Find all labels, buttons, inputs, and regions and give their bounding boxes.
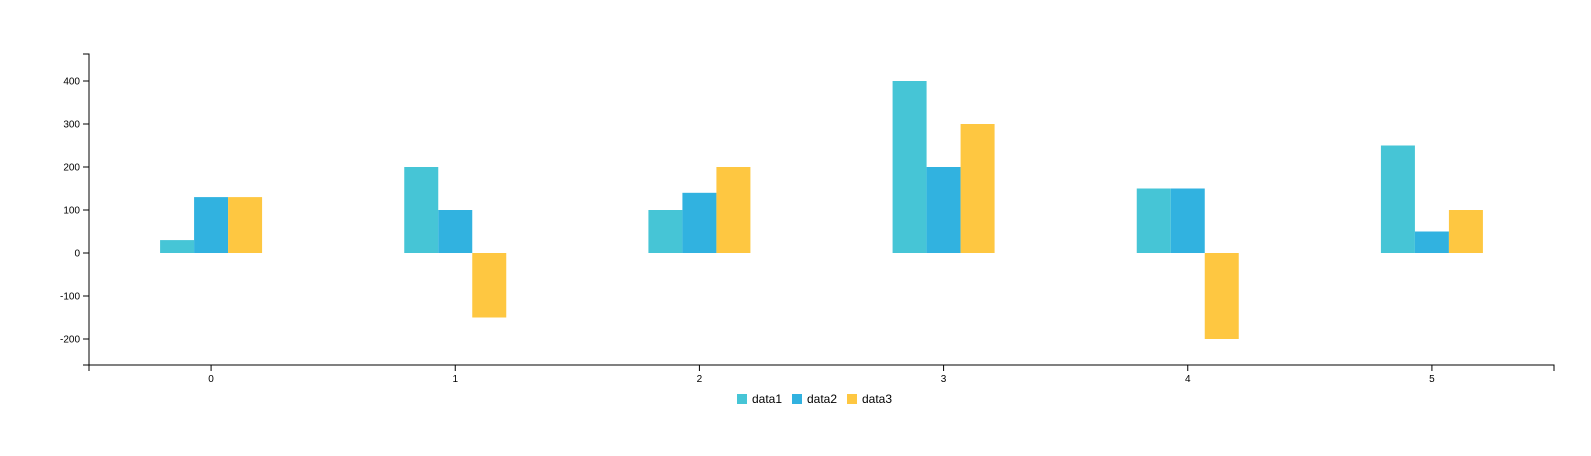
y-tick-label: -200 (60, 335, 80, 346)
y-tick-label: 200 (63, 163, 80, 174)
legend-item-data2[interactable]: data2 (792, 392, 837, 406)
legend-swatch (737, 394, 747, 404)
legend[interactable]: data1 data2 data3 (737, 392, 892, 406)
bar-data1-0 (160, 240, 195, 253)
bar-data3-3 (960, 124, 995, 253)
bar-data3-1 (472, 253, 507, 318)
bar-data3-2 (716, 167, 751, 253)
bar-data1-4 (1136, 188, 1171, 253)
x-tick-label: 0 (208, 374, 214, 385)
y-axis: -200 -100 0 100 200 300 400 (60, 53, 90, 366)
bar-data2-0 (194, 197, 229, 253)
y-tick-label: 100 (63, 206, 80, 217)
bar-data3-4 (1204, 253, 1239, 339)
legend-item-data3[interactable]: data3 (847, 392, 892, 406)
x-tick-label: 2 (697, 374, 703, 385)
legend-label: data1 (752, 392, 782, 406)
y-tick-label: 300 (63, 120, 80, 131)
bar-data3-5 (1448, 210, 1483, 253)
x-tick-label: 3 (941, 374, 947, 385)
legend-label: data3 (862, 392, 892, 406)
x-axis-line (88, 364, 1555, 371)
x-tick-label: 5 (1429, 374, 1435, 385)
bars-group (160, 81, 1483, 339)
bar-data2-2 (682, 192, 717, 253)
y-tick-label: 0 (74, 249, 80, 260)
x-tick-label: 1 (452, 374, 458, 385)
legend-swatch (847, 394, 857, 404)
legend-swatch (792, 394, 802, 404)
bar-data1-1 (404, 167, 439, 253)
bar-data2-1 (438, 210, 473, 253)
bar-data1-3 (892, 81, 927, 253)
bar-data2-4 (1170, 188, 1205, 253)
y-tick-label: 400 (63, 77, 80, 88)
legend-label: data2 (807, 392, 837, 406)
legend-item-data1[interactable]: data1 (737, 392, 782, 406)
y-tick-label: -100 (60, 292, 80, 303)
x-tick-label: 4 (1185, 374, 1191, 385)
x-axis: 0 1 2 3 4 5 (88, 364, 1555, 385)
bar-data2-5 (1414, 231, 1449, 253)
bar-data1-5 (1380, 145, 1415, 253)
bar-data2-3 (926, 167, 961, 253)
bar-data1-2 (648, 210, 683, 253)
bar-data3-0 (228, 197, 263, 253)
